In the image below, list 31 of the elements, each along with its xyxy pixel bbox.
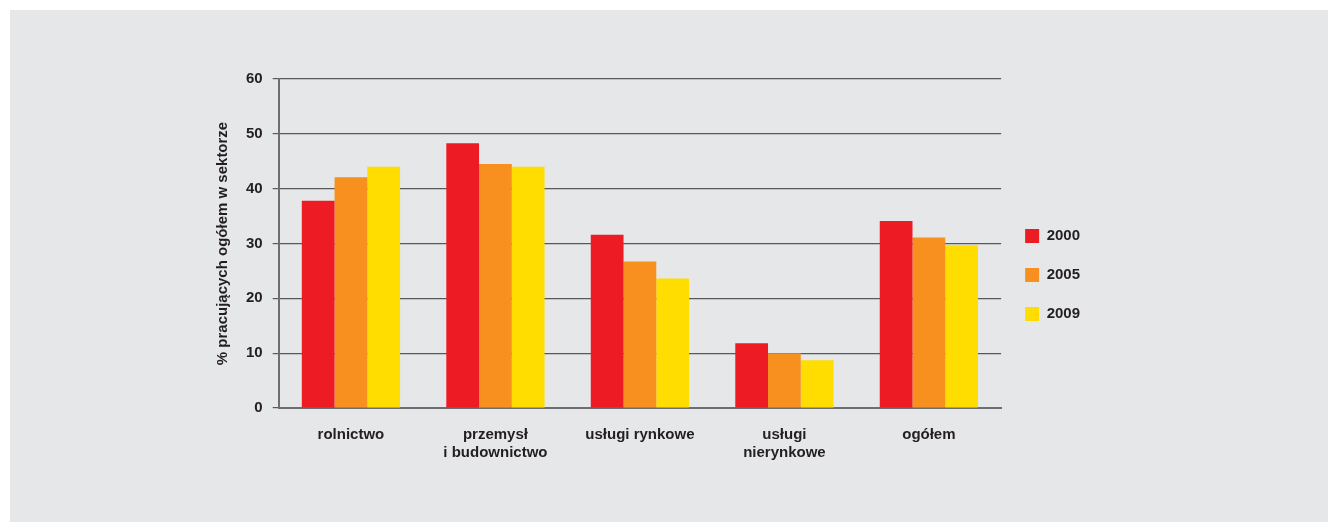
- y-tick-label: 50: [246, 123, 263, 141]
- bar: [334, 177, 368, 408]
- bar: [656, 278, 690, 408]
- x-tick-label: przemysł i budownictwo: [443, 425, 548, 461]
- y-tick-label: 30: [246, 233, 263, 251]
- y-axis-title: % pracujących ogółem w sektorze: [213, 121, 231, 366]
- bar: [479, 163, 512, 408]
- legend-label: 2000: [1046, 226, 1081, 244]
- x-tick-label: ogółem: [902, 425, 956, 443]
- bar: [590, 234, 624, 408]
- bar: [800, 360, 834, 408]
- bar: [367, 166, 401, 408]
- bar: [446, 143, 480, 408]
- bar: [879, 221, 913, 408]
- legend-label: 2005: [1046, 265, 1081, 283]
- x-tick-label: rolnictwo: [317, 425, 385, 443]
- y-tick-label: 60: [246, 69, 263, 87]
- y-tick-label: 40: [246, 178, 263, 196]
- bar: [301, 200, 335, 408]
- bar: [735, 343, 769, 408]
- y-tick-label: 0: [254, 398, 263, 416]
- y-tick-label: 20: [246, 288, 263, 306]
- legend-label: 2009: [1046, 304, 1081, 322]
- bar: [511, 166, 545, 408]
- bar: [623, 261, 657, 408]
- bar: [912, 237, 946, 408]
- x-tick-label: usługi rynkowe: [585, 425, 695, 443]
- x-tick-label: usługi nierynkowe: [743, 425, 826, 461]
- bar: [945, 245, 979, 408]
- y-tick-label: 10: [246, 343, 263, 361]
- bar: [768, 353, 801, 408]
